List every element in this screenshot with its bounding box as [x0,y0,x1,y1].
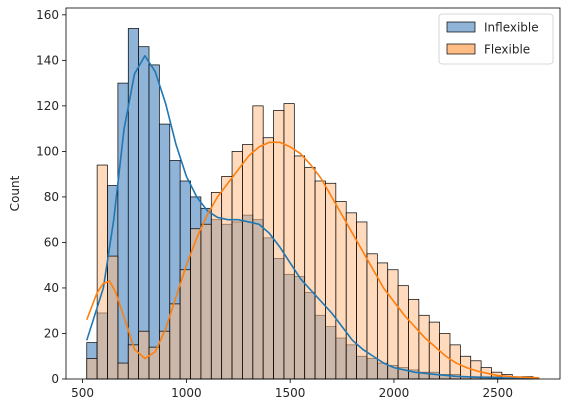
kde-line-flexible [86,141,540,379]
x-tick-label: 1000 [171,386,202,400]
x-tick-label: 2000 [379,386,410,400]
x-tick-label: 1500 [275,386,306,400]
bar-flexible [314,180,326,380]
legend: Inflexible Flexible [438,13,554,65]
bar-flexible [428,321,440,380]
bar-flexible [107,255,119,380]
legend-label-inflexible: Inflexible [484,21,539,35]
bar-flexible [408,298,420,380]
bar-flexible [231,151,243,380]
legend-label-flexible: Flexible [484,43,530,57]
bar-flexible [127,344,139,380]
bar-inflexible [117,82,129,380]
kde-layer [85,55,540,380]
x-tick-label: 2500 [482,386,513,400]
bar-inflexible [138,46,150,380]
bar-flexible [221,176,233,380]
bar-flexible [387,269,399,380]
y-axis: 0 20 40 60 80 100 120 140 160 [36,8,66,386]
legend-swatch-flexible [446,43,476,55]
y-tick-label: 40 [44,281,59,295]
bar-flexible [117,362,129,380]
bar-flexible [304,166,316,380]
bar-flexible [210,192,223,380]
bar-flexible [418,314,430,380]
bar-flexible [200,223,212,380]
kde-line-inflexible [85,55,540,380]
bar-flexible [397,285,409,380]
y-tick-label: 80 [44,190,59,204]
x-axis: 500 1000 1500 2000 2500 [71,379,513,400]
y-tick-label: 160 [36,8,59,22]
bar-flexible [325,182,337,380]
bar-flexible [169,303,181,380]
y-tick-label: 60 [44,235,59,249]
bar-flexible [335,201,347,380]
y-tick-label: 100 [36,144,59,158]
y-tick-label: 140 [36,53,59,67]
y-tick-label: 120 [36,99,59,113]
bar-flexible [242,144,254,380]
plot-frame [65,7,561,380]
bar-flexible [86,358,98,380]
bar-flexible [293,155,306,380]
bar-flexible [179,269,191,380]
bar-flexible [366,253,378,380]
bar-flexible [356,221,368,380]
y-axis-label: Count [8,175,22,211]
bar-inflexible [148,64,160,380]
y-tick-label: 0 [51,372,59,386]
y-tick-label: 20 [44,326,59,340]
x-tick-label: 500 [71,386,94,400]
bar-flexible [262,137,274,380]
legend-swatch-inflexible [446,21,476,33]
